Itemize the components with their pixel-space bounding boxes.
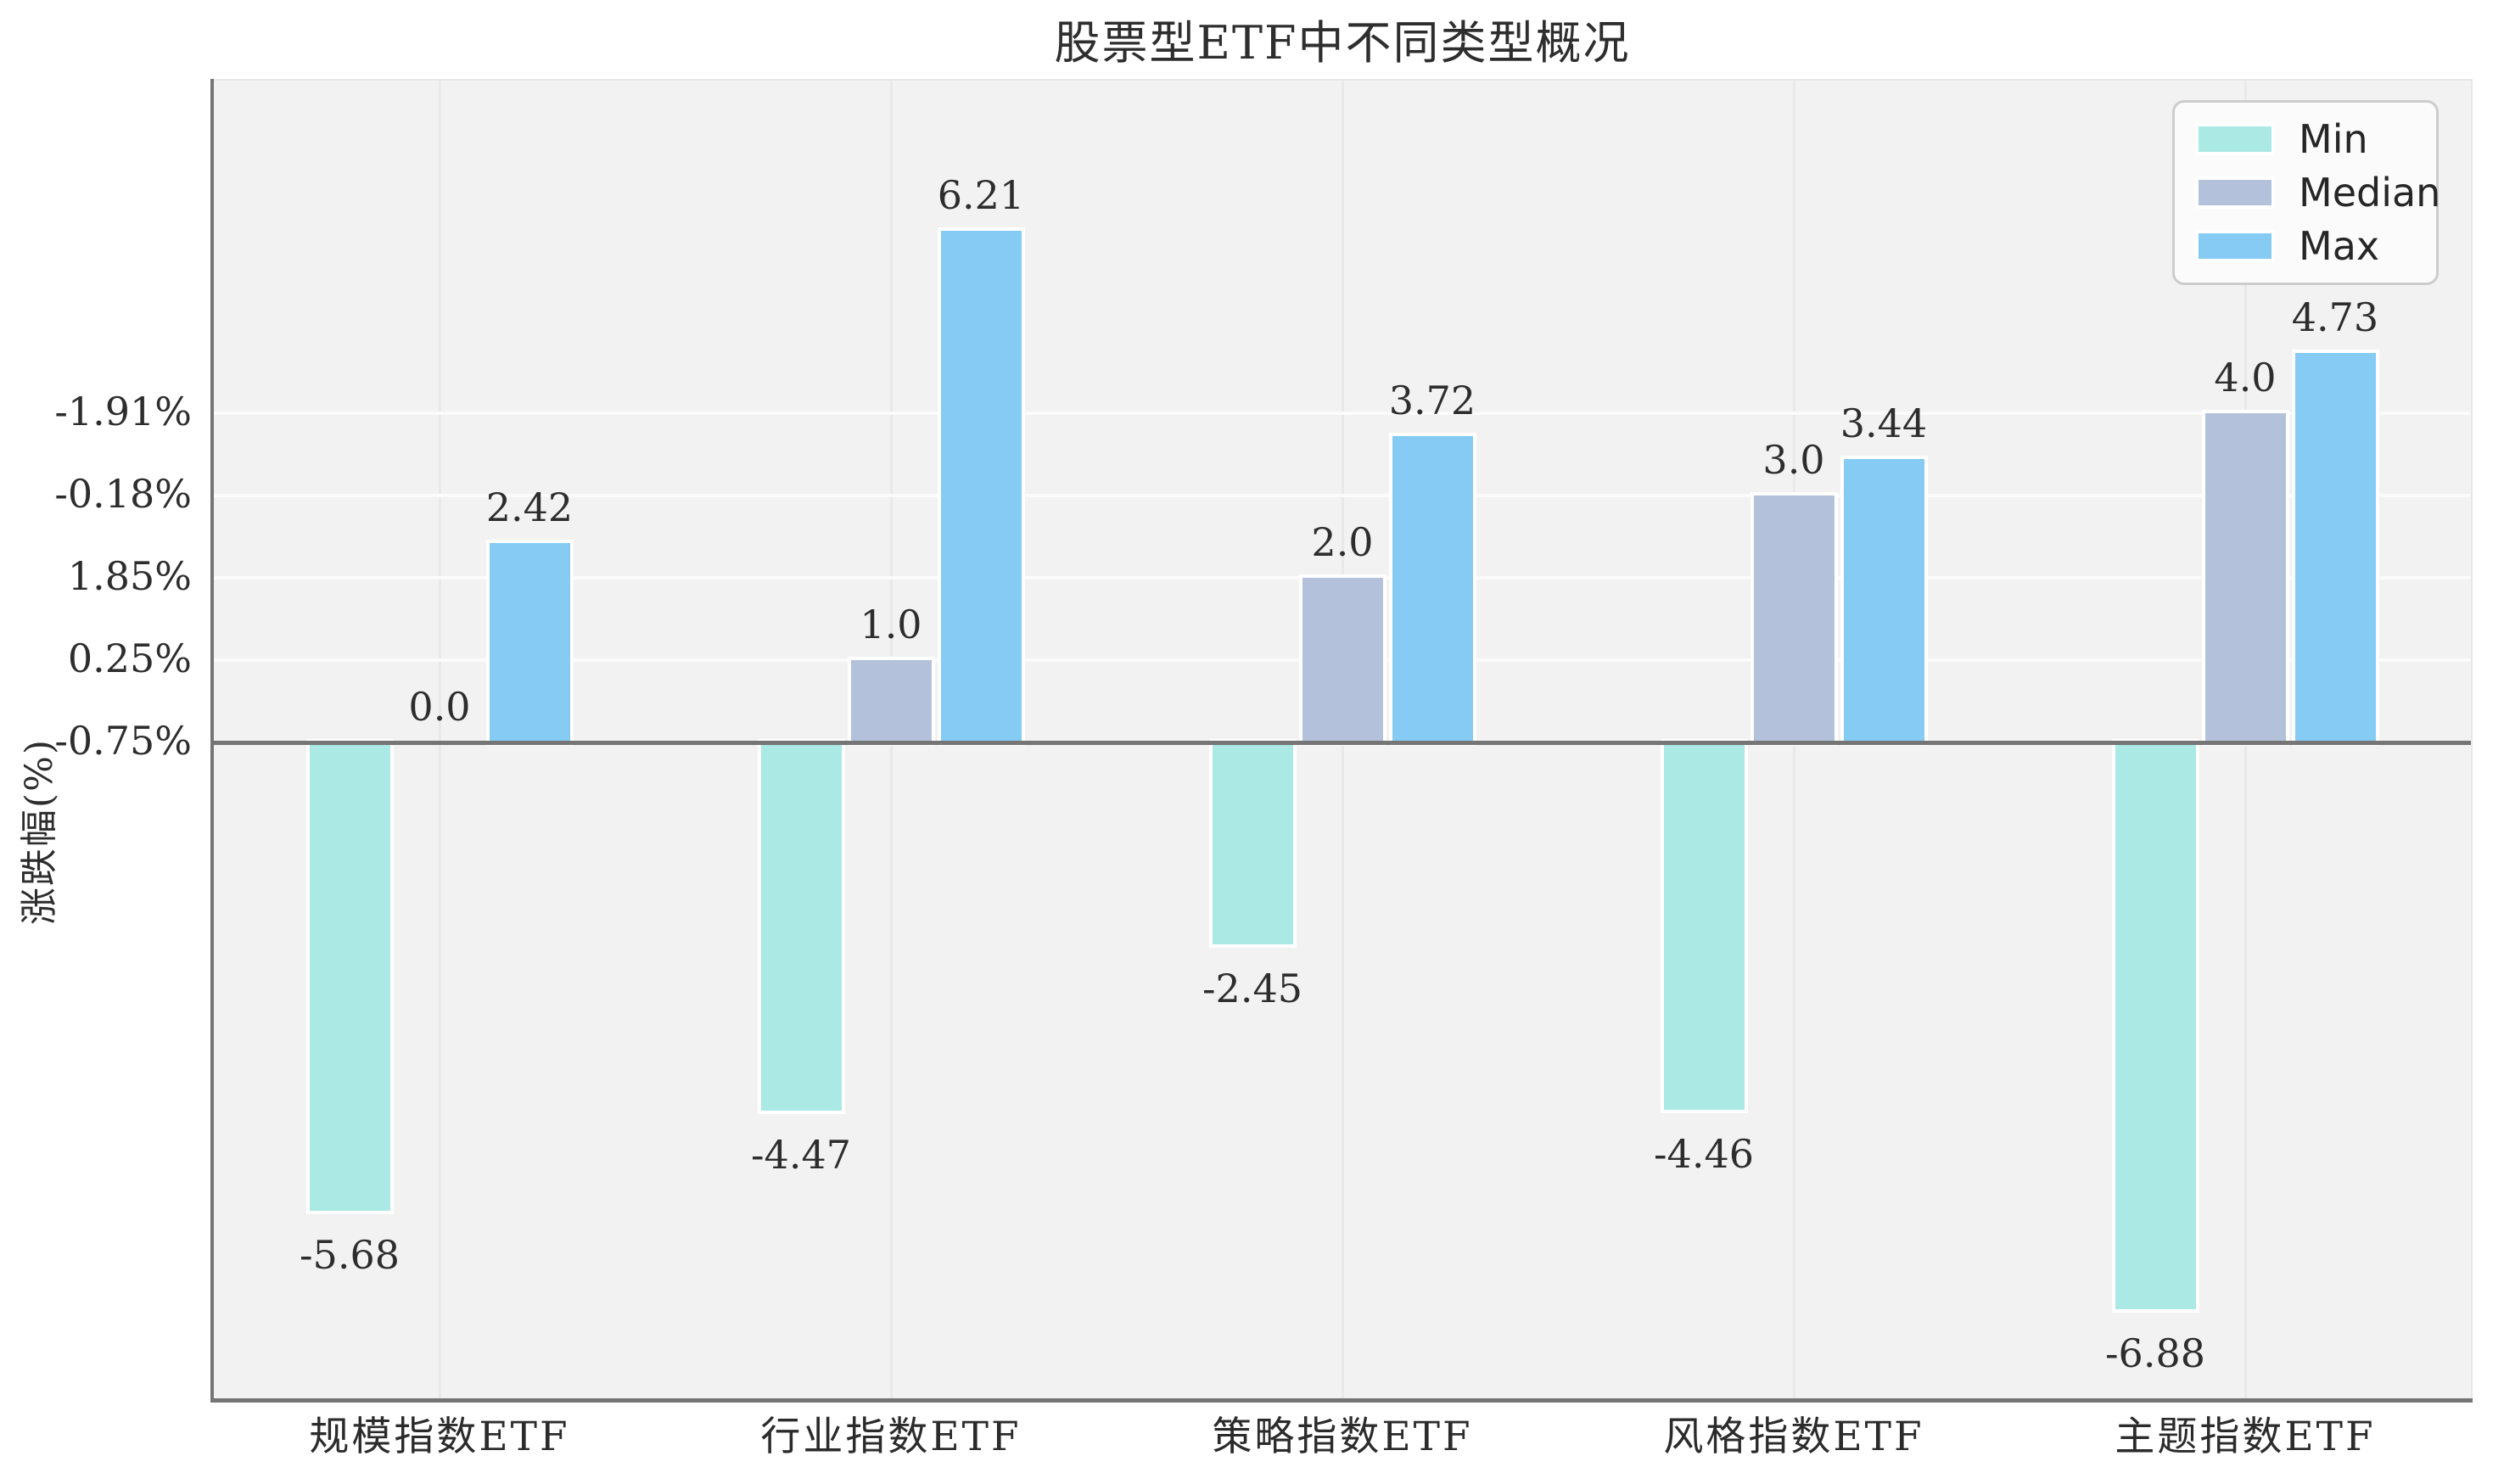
legend-label-min: Min <box>2299 116 2368 162</box>
legend-swatch-min <box>2195 123 2275 155</box>
x-tick-label: 策略指数ETF <box>1212 1414 1473 1460</box>
zero-baseline <box>214 741 2471 745</box>
bar-value-label-min-2: -2.45 <box>1202 965 1302 1011</box>
bar-value-label-median-4: 4.0 <box>2214 354 2277 400</box>
bar-min-1 <box>757 739 845 1115</box>
legend-row-min: Min <box>2195 120 2416 159</box>
gridline-horizontal <box>214 411 2471 415</box>
y-axis-spine <box>210 79 214 1402</box>
bar-value-label-median-1: 1.0 <box>860 601 922 647</box>
bar-value-label-median-0: 0.0 <box>408 684 471 730</box>
x-tick-label: 主题指数ETF <box>2115 1414 2376 1460</box>
x-axis-spine <box>210 1398 2473 1403</box>
x-tick-label: 风格指数ETF <box>1663 1414 1924 1460</box>
legend-label-median: Median <box>2299 170 2441 216</box>
y-tick-label: 0.25% <box>67 635 192 681</box>
legend-label-max: Max <box>2299 223 2380 269</box>
bar-value-label-max-1: 6.21 <box>937 172 1025 218</box>
bar-value-label-min-1: -4.47 <box>751 1132 851 1179</box>
legend-row-max: Max <box>2195 227 2416 266</box>
bar-max-1 <box>937 227 1025 746</box>
y-tick-label: -1.91% <box>54 388 192 434</box>
bar-min-0 <box>305 739 394 1214</box>
bar-median-4 <box>2201 409 2289 746</box>
bar-min-2 <box>1208 739 1297 948</box>
gridline-horizontal <box>214 493 2471 497</box>
bar-value-label-median-2: 2.0 <box>1311 518 1374 565</box>
x-tick-label: 行业指数ETF <box>760 1414 1022 1460</box>
legend-swatch-median <box>2195 176 2275 209</box>
bar-median-1 <box>847 656 935 746</box>
legend-swatch-max <box>2195 230 2275 262</box>
y-tick-label: 1.85% <box>67 552 192 599</box>
bar-value-label-max-3: 3.44 <box>1840 400 1928 446</box>
bar-max-3 <box>1840 455 1928 746</box>
x-tick-label: 规模指数ETF <box>309 1414 570 1460</box>
bar-min-4 <box>2111 739 2199 1313</box>
bar-min-3 <box>1660 739 1748 1114</box>
bar-max-2 <box>1388 432 1476 746</box>
bar-median-3 <box>1750 491 1838 746</box>
y-axis-label: 涨跌幅(%) <box>18 737 61 926</box>
bar-value-label-min-0: -5.68 <box>300 1231 400 1278</box>
bar-value-label-median-3: 3.0 <box>1762 436 1825 483</box>
bar-value-label-min-4: -6.88 <box>2105 1330 2205 1377</box>
legend: Min Median Max <box>2172 100 2440 285</box>
y-tick-label: -0.75% <box>54 718 192 764</box>
bar-value-label-max-4: 4.73 <box>2291 294 2379 340</box>
legend-row-median: Median <box>2195 173 2440 212</box>
bar-median-2 <box>1298 574 1386 746</box>
bar-value-label-min-3: -4.46 <box>1654 1131 1754 1178</box>
y-tick-label: -0.18% <box>54 470 192 517</box>
bar-value-label-max-0: 2.42 <box>485 484 574 531</box>
chart-title: 股票型ETF中不同类型概况 <box>1054 16 1631 70</box>
bar-value-label-max-2: 3.72 <box>1388 377 1476 423</box>
bar-max-4 <box>2291 349 2379 746</box>
plot-area: -5.68 -4.47 -2.45 -4.46 -6.88 0.0 1.0 2.0 3.0 4.0… <box>214 79 2473 1402</box>
